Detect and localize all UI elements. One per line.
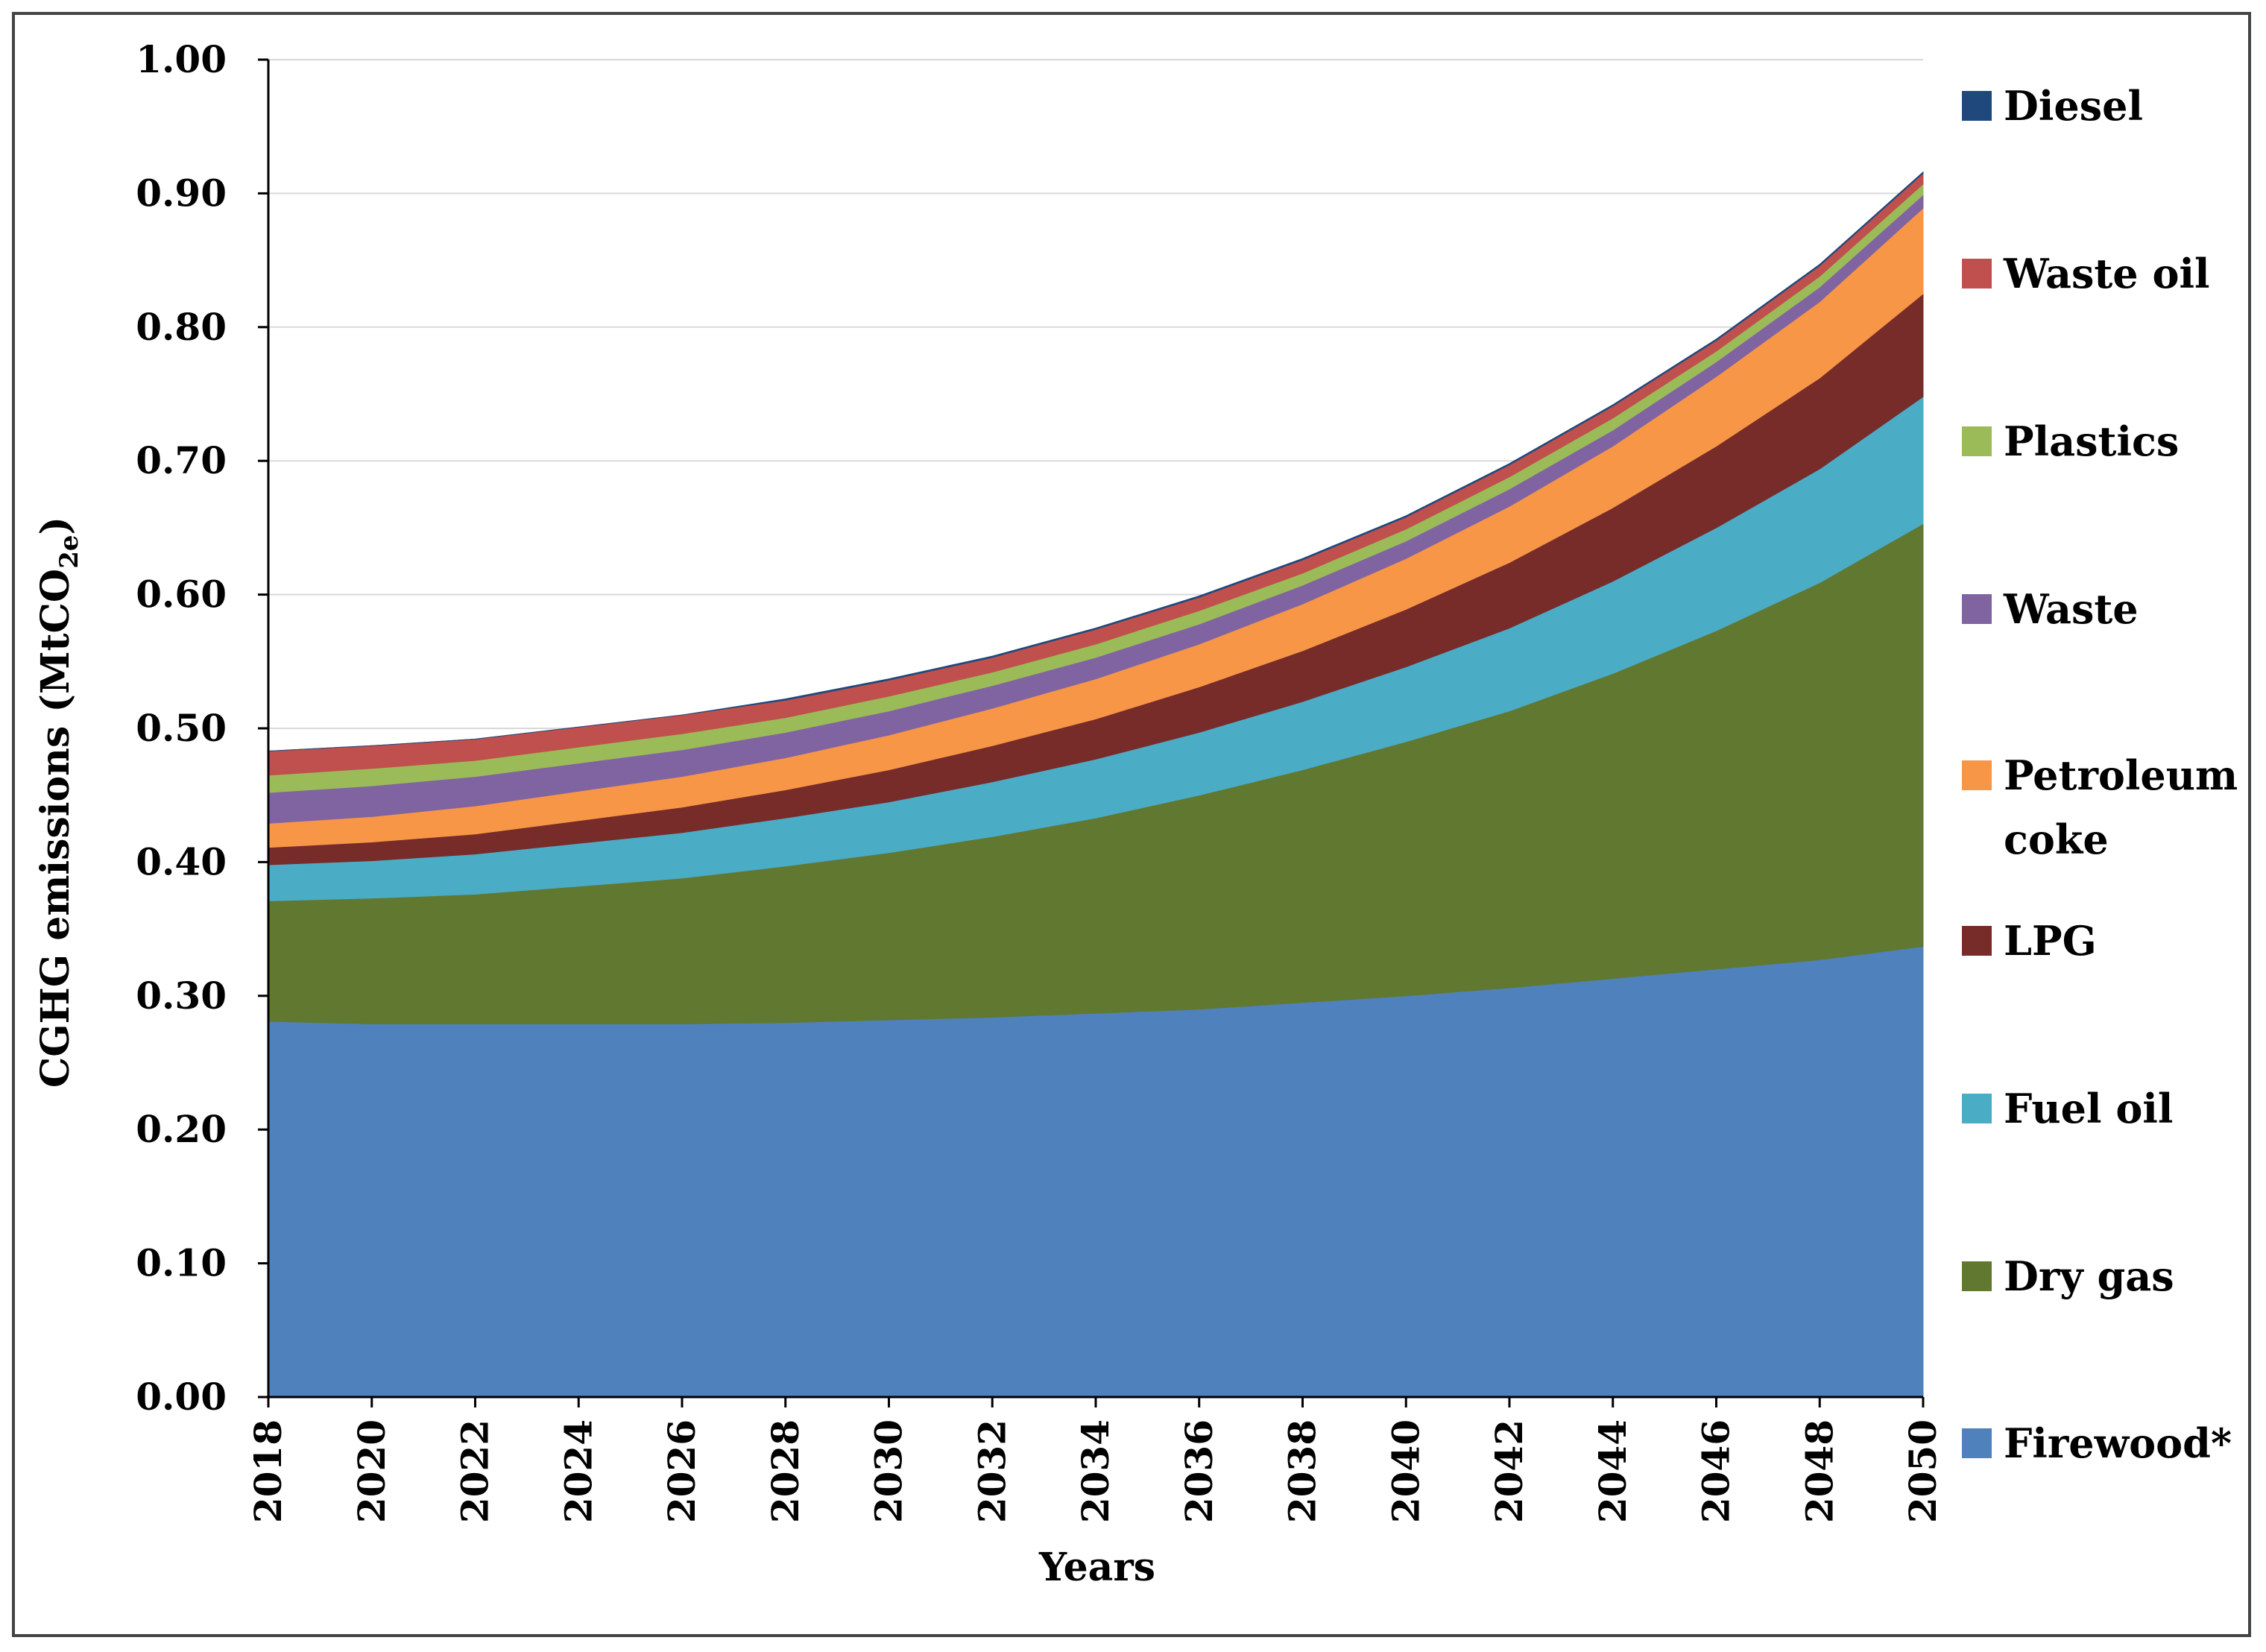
y-tick-label: 0.00 <box>136 1375 227 1419</box>
y-tick-labels: 0.00 0.10 0.20 0.30 0.40 0.50 0.60 0.70 0.80 0.90… <box>136 37 227 1419</box>
y-tick-label: 0.30 <box>136 974 227 1018</box>
x-tick-label: 2018 <box>246 1419 290 1523</box>
legend-swatch-petroleum-coke <box>1962 760 1992 790</box>
legend-swatch-dry-gas <box>1962 1261 1992 1291</box>
legend-swatch-diesel <box>1962 91 1992 121</box>
legend-swatch-firewood <box>1962 1428 1992 1458</box>
legend-label-petroleum-coke: coke <box>2004 816 2109 863</box>
legend: Diesel Waste oil Plastics Waste Petroleum cok… <box>1962 82 2238 1467</box>
y-tick-label: 0.80 <box>136 305 227 349</box>
x-tick-label: 2028 <box>763 1419 807 1523</box>
legend-label-fuel-oil: Fuel oil <box>2004 1085 2173 1132</box>
legend-swatch-lpg <box>1962 926 1992 956</box>
y-tick-label: 0.20 <box>136 1107 227 1151</box>
x-tick-labels: 2018 2020 2022 2024 2026 2028 2030 2032 2034 2036… <box>246 1419 1945 1523</box>
x-tick-label: 2036 <box>1177 1419 1221 1523</box>
x-tick-label: 2040 <box>1383 1419 1427 1523</box>
x-tick-label: 2026 <box>660 1419 704 1523</box>
legend-swatch-waste-oil <box>1962 259 1992 289</box>
y-tick-label: 0.40 <box>136 839 227 883</box>
x-tick-label: 2032 <box>970 1419 1014 1523</box>
legend-label-waste-oil: Waste oil <box>2003 250 2210 297</box>
legend-label-diesel: Diesel <box>2004 82 2143 130</box>
x-tick-label: 2030 <box>867 1419 911 1523</box>
legend-label-firewood: Firewood* <box>2004 1419 2232 1467</box>
x-tick-label: 2044 <box>1591 1419 1635 1523</box>
x-tick-label: 2042 <box>1487 1419 1531 1523</box>
x-tick-label: 2048 <box>1797 1419 1841 1523</box>
x-tick-label: 2020 <box>350 1419 394 1523</box>
area-diesel <box>268 171 1924 751</box>
x-tick-label: 2050 <box>1901 1419 1945 1523</box>
legend-label-petroleum-coke: Petroleum <box>2004 751 2238 799</box>
legend-label-lpg: LPG <box>2004 917 2097 965</box>
legend-swatch-fuel-oil <box>1962 1094 1992 1123</box>
legend-swatch-plastics <box>1962 426 1992 456</box>
x-tick-label: 2034 <box>1073 1419 1117 1523</box>
y-tick-label: 0.70 <box>136 438 227 482</box>
y-axis-title: CGHG emissions (MtCO2e) <box>33 517 84 1088</box>
y-tick-label: 0.90 <box>136 171 227 215</box>
legend-label-dry-gas: Dry gas <box>2004 1252 2174 1300</box>
y-axis-title-main: CGHG emissions (MtCO <box>33 569 78 1088</box>
x-tick-label: 2024 <box>556 1419 600 1523</box>
x-tick-label: 2022 <box>453 1419 497 1523</box>
x-tick-label: 2038 <box>1281 1419 1325 1523</box>
legend-label-waste: Waste <box>2003 585 2139 633</box>
axes <box>258 58 1925 1407</box>
y-axis-title-close: ) <box>33 517 78 535</box>
y-axis-title-subscript: 2e <box>54 535 84 568</box>
x-tick-label: 2046 <box>1694 1419 1738 1523</box>
y-tick-label: 0.60 <box>136 573 227 617</box>
x-axis-title: Years <box>1038 1545 1155 1590</box>
legend-swatch-waste <box>1962 594 1992 624</box>
y-tick-label: 1.00 <box>136 37 227 81</box>
legend-label-plastics: Plastics <box>2004 417 2179 465</box>
y-tick-label: 0.10 <box>136 1241 227 1285</box>
area-series <box>268 171 1924 1398</box>
y-tick-label: 0.50 <box>136 706 227 750</box>
